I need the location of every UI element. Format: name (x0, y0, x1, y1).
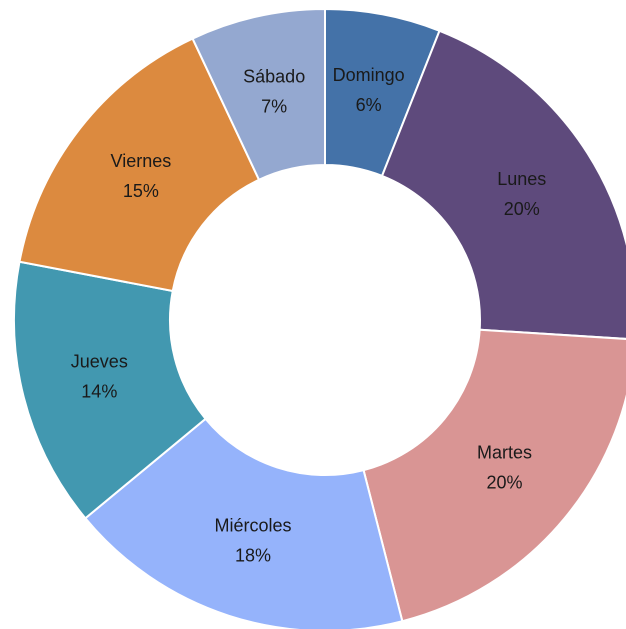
donut-slice (83, 417, 404, 629)
donut-slice (362, 328, 626, 623)
slice-label: Jueves (71, 352, 128, 372)
slice-label: Sábado (243, 66, 305, 86)
slice-value: 14% (81, 382, 117, 402)
slice-value: 20% (487, 472, 523, 492)
slice-label: Martes (477, 442, 532, 462)
slice-value: 15% (123, 181, 159, 201)
slice-value: 18% (235, 545, 271, 565)
slice-label: Miércoles (214, 515, 291, 535)
slice-value: 7% (261, 96, 287, 116)
slice-value: 20% (504, 199, 540, 219)
donut-slice (191, 7, 326, 182)
donut-slice (380, 29, 626, 340)
donut-slice (13, 260, 207, 520)
slice-label: Domingo (333, 65, 405, 85)
slice-label: Viernes (111, 151, 172, 171)
slice-label: Lunes (497, 169, 546, 189)
donut-slice (18, 37, 261, 293)
slice-value: 6% (356, 95, 382, 115)
